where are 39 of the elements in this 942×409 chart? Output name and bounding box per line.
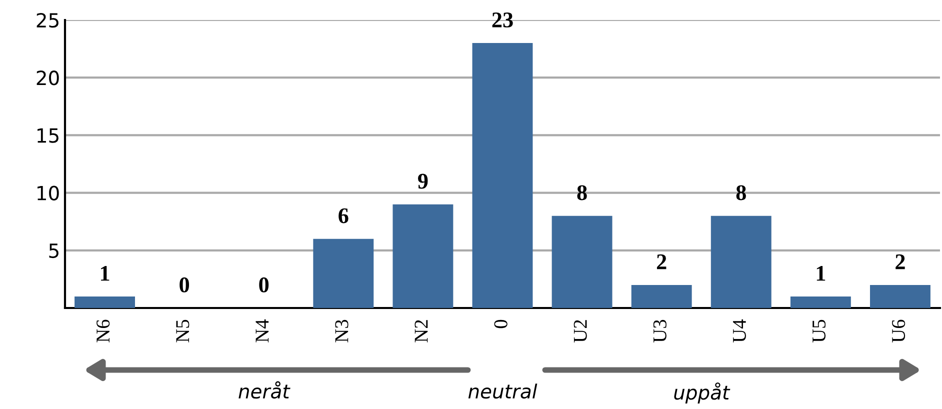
bar <box>631 284 692 308</box>
y-tick-label: 15 <box>38 128 58 143</box>
x-tick-label: U6 <box>892 320 906 342</box>
bar <box>392 204 454 308</box>
bar <box>710 216 772 308</box>
data-label: 2 <box>896 254 905 270</box>
bar <box>790 296 851 308</box>
data-label: 6 <box>338 208 348 224</box>
data-label: 8 <box>736 185 746 200</box>
bar <box>870 284 930 308</box>
x-tick-label: N2 <box>414 320 428 342</box>
bar <box>552 216 612 308</box>
data-label: 2 <box>656 254 666 270</box>
x-tick-label: 0 <box>494 320 508 328</box>
y-tick-label: 20 <box>36 70 59 86</box>
data-label: 1 <box>101 266 110 281</box>
x-tick-label: U5 <box>812 320 826 342</box>
data-label: 9 <box>418 174 428 189</box>
data-label: 8 <box>577 185 587 200</box>
text: uppåt <box>674 382 730 404</box>
data-label: 23 <box>492 12 513 28</box>
bar <box>472 43 533 308</box>
x-tick-label: N6 <box>96 320 110 342</box>
text: neråt <box>238 381 290 399</box>
y-tick-label: 10 <box>38 186 59 200</box>
x-tick-label: N4 <box>256 319 269 342</box>
data-label: 1 <box>816 266 826 281</box>
y-tick-label: 25 <box>36 12 58 28</box>
x-tick-label: N3 <box>335 320 348 342</box>
bar <box>74 296 135 308</box>
text: neutral <box>468 384 538 399</box>
x-tick-label: U3 <box>653 320 666 342</box>
x-tick-label: N5 <box>176 320 190 342</box>
bar <box>313 238 374 308</box>
x-tick-label: U2 <box>574 320 587 342</box>
data-label: 0 <box>180 277 190 292</box>
y-tick-label: 5 <box>49 244 58 258</box>
x-tick-label: U4 <box>733 319 746 342</box>
data-label: 0 <box>259 277 269 292</box>
